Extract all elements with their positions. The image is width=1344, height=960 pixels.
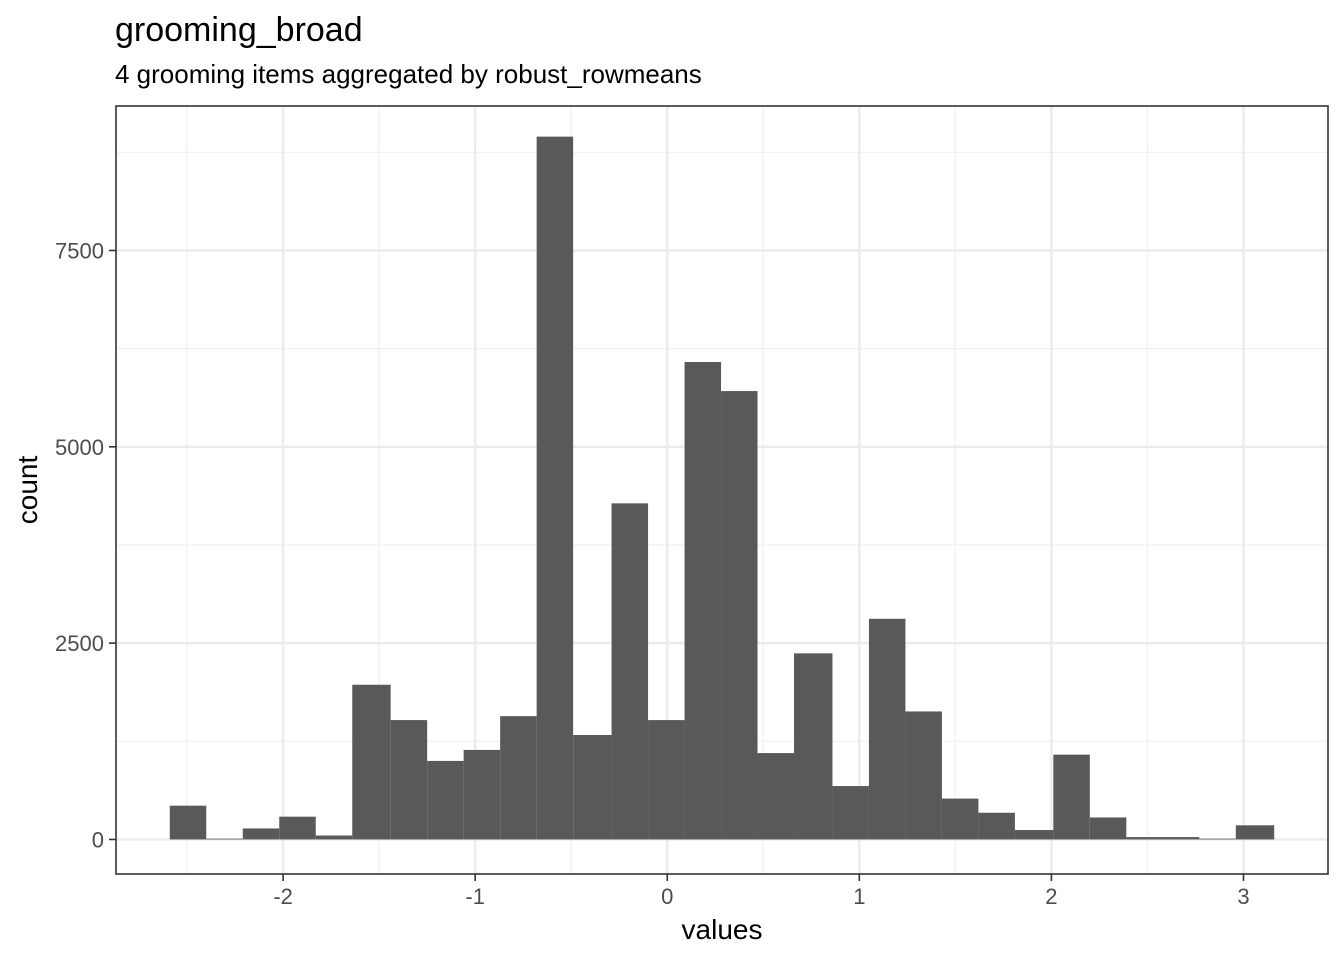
histogram-bar — [648, 720, 685, 840]
histogram-bar — [463, 749, 501, 840]
histogram-bar — [941, 798, 979, 840]
histogram-bar — [832, 786, 869, 840]
histogram-bars — [169, 136, 1275, 840]
histogram-bar — [868, 618, 906, 840]
histogram-bar — [905, 711, 942, 840]
histogram-bar — [1235, 825, 1275, 840]
y-tick-label: 0 — [92, 827, 104, 852]
histogram-bar — [206, 838, 243, 840]
histogram-bar — [536, 136, 574, 840]
histogram-bar — [390, 720, 428, 840]
histogram-bar — [1014, 830, 1054, 840]
histogram-bar — [1199, 838, 1236, 840]
histogram-bar — [500, 716, 537, 840]
histogram-bar — [315, 835, 353, 840]
x-tick-label: -1 — [465, 884, 485, 909]
histogram-bar — [1053, 754, 1090, 840]
histogram-bar — [169, 805, 207, 840]
x-axis: -2 -1 0 1 2 3 — [273, 874, 1250, 909]
chart-title: grooming_broad — [115, 11, 363, 49]
plot-panel-border — [115, 105, 1329, 875]
chart-subtitle: 4 grooming items aggregated by robust_ro… — [115, 59, 702, 89]
histogram-bar — [242, 828, 280, 840]
histogram-bar — [352, 684, 391, 840]
x-tick-label: -2 — [273, 884, 293, 909]
x-tick-label: 2 — [1045, 884, 1057, 909]
y-tick-label: 5000 — [55, 435, 104, 460]
y-tick-label: 2500 — [55, 631, 104, 656]
histogram-bar — [1089, 817, 1127, 840]
y-axis-title: count — [12, 456, 43, 525]
x-tick-label: 0 — [661, 884, 673, 909]
histogram-bar — [611, 503, 649, 840]
histogram-bar — [794, 653, 833, 840]
histogram-bar — [721, 391, 758, 840]
y-tick-label: 7500 — [55, 238, 104, 263]
x-tick-label: 1 — [853, 884, 865, 909]
histogram-bar — [279, 816, 316, 840]
x-axis-title: values — [682, 914, 763, 945]
histogram-bar — [573, 735, 612, 840]
histogram-bar — [684, 362, 722, 840]
histogram-bar — [427, 760, 464, 840]
histogram-bar — [757, 753, 795, 840]
x-tick-label: 3 — [1237, 884, 1249, 909]
histogram-bar — [1162, 837, 1200, 840]
y-axis: 0 2500 5000 7500 — [55, 238, 116, 852]
histogram-bar — [978, 812, 1015, 840]
histogram-bar — [1126, 837, 1163, 840]
